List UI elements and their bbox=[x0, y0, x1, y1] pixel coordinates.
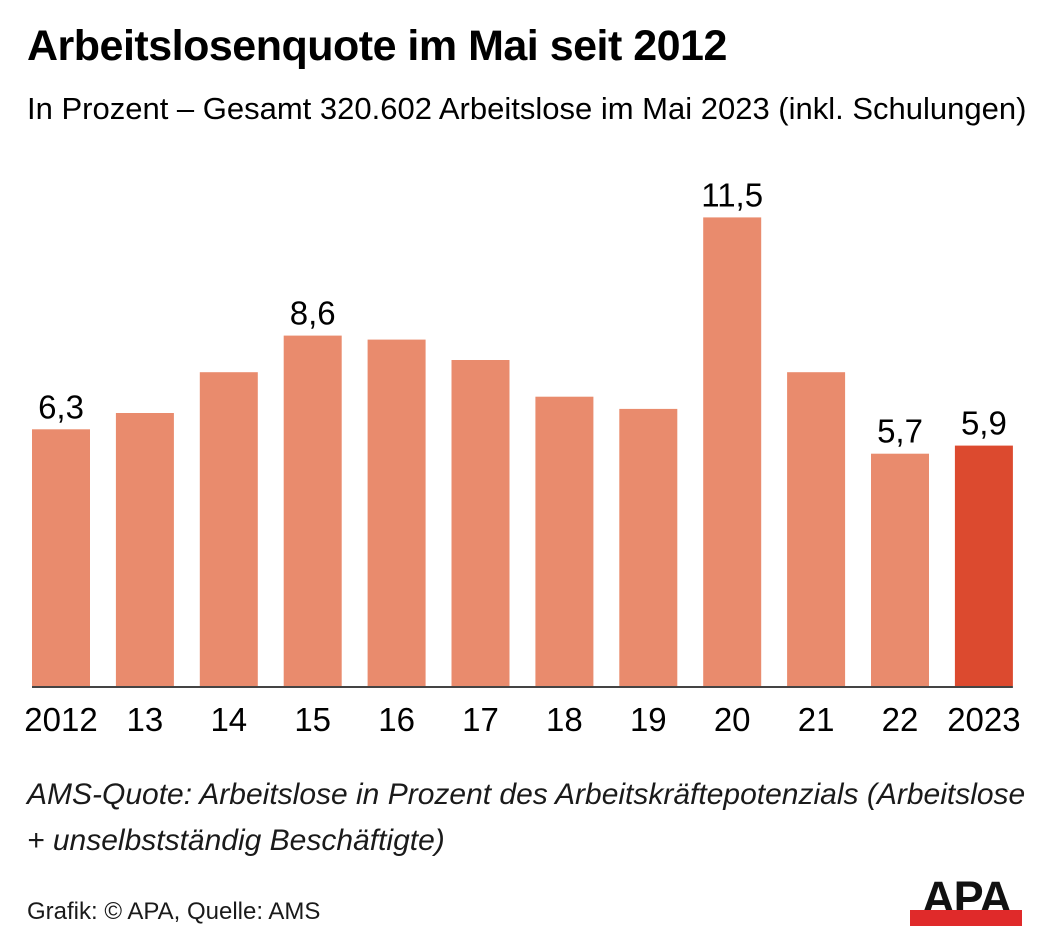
chart-title: Arbeitslosenquote im Mai seit 2012 bbox=[27, 22, 727, 70]
bar-15 bbox=[283, 335, 342, 686]
bar-13 bbox=[115, 413, 174, 686]
x-tick-label-16: 16 bbox=[378, 701, 415, 738]
bar-2023 bbox=[954, 445, 1013, 686]
value-label-22: 5,7 bbox=[877, 413, 923, 450]
source-credit: Grafik: © APA, Quelle: AMS bbox=[27, 898, 321, 925]
bar-19 bbox=[619, 408, 678, 686]
bar-16 bbox=[367, 339, 426, 686]
x-tick-label-18: 18 bbox=[546, 701, 583, 738]
x-tick-label-2023: 2023 bbox=[947, 701, 1020, 738]
x-tick-label-20: 20 bbox=[714, 701, 751, 738]
x-tick-label-17: 17 bbox=[462, 701, 499, 738]
x-tick-label-15: 15 bbox=[294, 701, 331, 738]
chart-subtitle: In Prozent – Gesamt 320.602 Arbeitslose … bbox=[27, 91, 1027, 126]
footnote: AMS-Quote: Arbeitslose in Prozent des Ar… bbox=[27, 778, 1026, 857]
apa-logo-red-bar bbox=[910, 910, 1022, 926]
x-tick-label-22: 22 bbox=[882, 701, 919, 738]
value-labels-group: 6,3 8,6 11,5 5,7 5,9 bbox=[38, 176, 1007, 449]
value-label-2023: 5,9 bbox=[961, 405, 1007, 442]
x-tick-labels-group: 2012 13 14 15 16 17 18 19 20 21 22 2023 bbox=[24, 701, 1020, 738]
value-label-15: 8,6 bbox=[290, 295, 336, 332]
bar-17 bbox=[451, 360, 510, 686]
value-label-20: 11,5 bbox=[701, 176, 763, 213]
bar-20 bbox=[703, 217, 762, 686]
bars-group bbox=[32, 217, 1013, 686]
apa-logo: APA bbox=[908, 874, 1025, 928]
bar-2012 bbox=[32, 429, 90, 686]
x-tick-label-13: 13 bbox=[127, 701, 164, 738]
bar-14 bbox=[199, 372, 258, 686]
bar-18 bbox=[535, 396, 594, 686]
bar-22 bbox=[871, 453, 929, 686]
value-label-2012: 6,3 bbox=[38, 388, 84, 425]
x-tick-label-19: 19 bbox=[630, 701, 667, 738]
bar-21 bbox=[787, 372, 846, 686]
x-tick-label-14: 14 bbox=[210, 701, 247, 738]
x-tick-label-21: 21 bbox=[798, 701, 835, 738]
x-tick-label-2012: 2012 bbox=[24, 701, 97, 738]
